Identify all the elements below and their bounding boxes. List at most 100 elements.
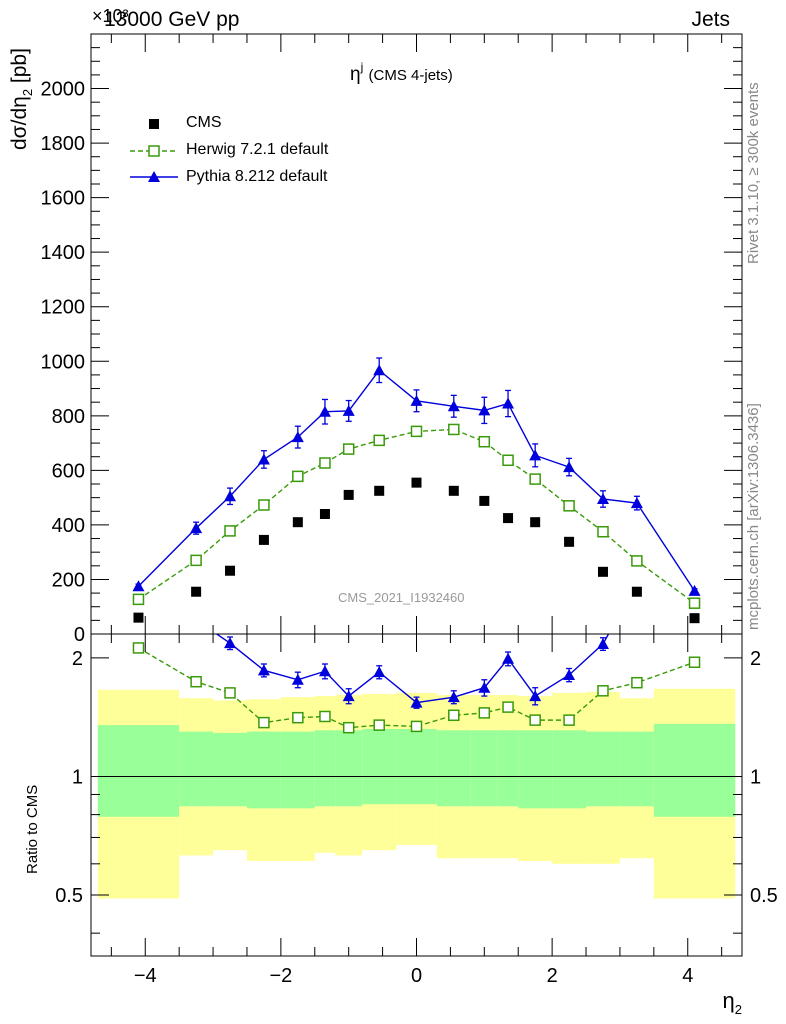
cms-point	[258, 534, 269, 545]
herwig-point	[448, 423, 460, 436]
pythia-point	[502, 397, 515, 409]
herwig-line	[138, 428, 695, 604]
beam-label: 13000 GeV pp	[104, 8, 240, 31]
pythia-point	[410, 394, 423, 406]
inner-band-bin	[179, 731, 214, 807]
y-tick-label: 0	[74, 624, 85, 646]
inner-band-bin	[335, 730, 363, 807]
y-axis-label-main: dσ/dη	[8, 96, 31, 150]
herwig-point	[224, 525, 236, 537]
ratio-plot-frame	[90, 633, 743, 957]
pythia-ratio-point	[373, 666, 386, 678]
ratio-y-tick-label: 0.5	[55, 885, 83, 907]
y-tick-label: 200	[52, 569, 85, 591]
plot-title: ηj (CMS 4-jets)	[350, 60, 453, 86]
legend-markers	[130, 119, 178, 182]
process-label: Jets	[691, 8, 730, 31]
pythia-ratio-point	[257, 664, 270, 676]
herwig-point	[410, 425, 423, 438]
pythia-ratio-point	[342, 690, 355, 702]
y-tick-label: 400	[52, 515, 85, 537]
inner-band-bin	[314, 730, 336, 807]
pythia-point	[529, 449, 542, 461]
pythia-ratio-point	[502, 652, 515, 664]
herwig-point	[502, 454, 514, 467]
pythia-ratio-point	[529, 690, 542, 702]
cms-point	[191, 586, 202, 597]
cms-point	[225, 565, 236, 576]
plot-title-sup: j	[360, 60, 364, 74]
x-axis-label-sub: 2	[734, 1002, 742, 1017]
pythia-ratio-point	[224, 637, 237, 649]
herwig-point	[373, 434, 385, 447]
mcplots-credit-label: mcplots.cern.ch [arXiv:1306.3436]	[745, 403, 762, 630]
inner-band-bin	[470, 730, 498, 807]
x-tick-label: −4	[134, 965, 157, 987]
herwig-ratio-point	[342, 721, 355, 734]
herwig-ratio-point	[563, 714, 575, 726]
x-tick-label: 0	[411, 965, 422, 987]
pythia-ratio-point	[291, 673, 304, 685]
x-axis-label: η2	[722, 988, 742, 1017]
plot-title-sub: (CMS 4-jets)	[368, 67, 453, 84]
herwig-ratio-point	[132, 642, 145, 654]
herwig-point	[190, 554, 202, 567]
x-axis-label-main: η	[722, 988, 735, 1013]
y-tick-label: 1200	[41, 297, 86, 319]
y-tick-label: 1400	[41, 242, 86, 264]
pythia-point	[291, 431, 304, 443]
pythia-point	[596, 493, 609, 504]
ratio-y-tick-label: 2	[750, 648, 761, 670]
pythia-point	[190, 522, 203, 534]
pythia-ratio-point	[631, 577, 643, 588]
ratio-panel-series	[132, 577, 701, 734]
pythia-point	[342, 404, 355, 416]
cms-point	[319, 509, 330, 519]
main-panel-series	[132, 357, 701, 624]
inner-band-bin	[653, 723, 736, 817]
pythia-point	[224, 490, 237, 502]
cms-point	[597, 566, 608, 577]
herwig-ratio-point	[688, 656, 701, 668]
herwig-point	[597, 525, 609, 538]
y-axis-label-sub: 2	[20, 88, 35, 97]
plot-title-main: η	[350, 64, 361, 85]
cms-point	[343, 489, 354, 500]
y-tick-label: 1000	[41, 351, 86, 373]
herwig-point	[132, 593, 145, 606]
cms-point	[133, 612, 144, 623]
cms-point	[564, 536, 575, 547]
pythia-ratio-point	[447, 691, 460, 703]
cms-point	[411, 477, 422, 488]
inner-band-bin	[97, 725, 180, 817]
pythia-ratio-point	[563, 668, 576, 680]
inner-band-bin	[396, 728, 437, 805]
ratio-axis-label: Ratio to CMS	[24, 784, 41, 874]
pythia-ratio-point	[190, 614, 202, 625]
herwig-ratio-point	[631, 676, 643, 689]
herwig-ratio-point	[597, 685, 609, 697]
herwig-ratio-point	[478, 707, 491, 719]
herwig-ratio-point	[292, 711, 304, 724]
herwig-point	[631, 555, 643, 567]
y-exponent-label: ×10³	[92, 6, 129, 26]
herwig-ratio-point	[224, 687, 236, 699]
inner-band-bin	[552, 730, 587, 809]
inner-band-bin	[518, 730, 553, 809]
cms-point	[530, 517, 541, 528]
herwig-point	[258, 499, 270, 511]
inner-band-bin	[280, 731, 315, 809]
legend-label-pythia: Pythia 8.212 default	[186, 168, 328, 185]
herwig-point	[292, 470, 304, 483]
ratio-y-tick-label: 1	[72, 766, 83, 788]
inner-band-bin	[213, 732, 247, 807]
inner-band-bin	[619, 731, 654, 807]
herwig-ratio-point	[373, 719, 385, 731]
x-tick-label: 4	[682, 965, 693, 987]
ratio-y-tick-label: 2	[72, 648, 83, 670]
pythia-point	[688, 584, 701, 596]
rivet-version-label: Rivet 3.1.10, ≥ 300k events	[745, 82, 762, 264]
herwig-point	[529, 473, 541, 485]
pythia-point	[478, 404, 491, 416]
pythia-point	[132, 580, 145, 592]
